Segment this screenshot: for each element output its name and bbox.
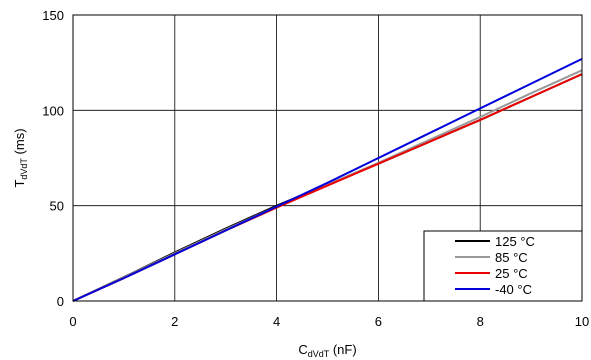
series-lines	[72, 58, 583, 302]
series-line-3	[72, 58, 583, 302]
legend-box	[423, 230, 583, 302]
y-axis-title-unit: (ms)	[12, 128, 27, 158]
y-tick-label: 150	[42, 8, 64, 23]
x-tick-label: 2	[171, 314, 178, 329]
y-axis-title-subscript: dVdT	[19, 158, 29, 180]
legend-label: -40 °C	[495, 282, 532, 297]
y-tick-label: 0	[57, 294, 64, 309]
x-axis-title-main: C	[298, 342, 307, 357]
x-tick-label: 10	[575, 314, 589, 329]
y-axis-title: TdVdT (ms)	[12, 128, 29, 187]
x-tick-label: 0	[69, 314, 76, 329]
plot-frame	[72, 14, 583, 302]
y-tick-label: 50	[50, 199, 64, 214]
x-axis-title: CdVdT (nF)	[298, 342, 356, 359]
x-tick-label: 8	[477, 314, 484, 329]
x-axis-title-subscript: dVdT	[308, 349, 330, 359]
legend-label: 85 °C	[495, 250, 528, 265]
legend-label: 25 °C	[495, 266, 528, 281]
x-axis-title-unit: (nF)	[329, 342, 356, 357]
legend: 125 °C85 °C25 °C-40 °C	[423, 230, 583, 302]
x-tick-label: 6	[375, 314, 382, 329]
x-tick-label: 4	[273, 314, 280, 329]
y-tick-label: 100	[42, 103, 64, 118]
legend-label: 125 °C	[495, 234, 535, 249]
y-axis-title-main: T	[12, 180, 27, 188]
